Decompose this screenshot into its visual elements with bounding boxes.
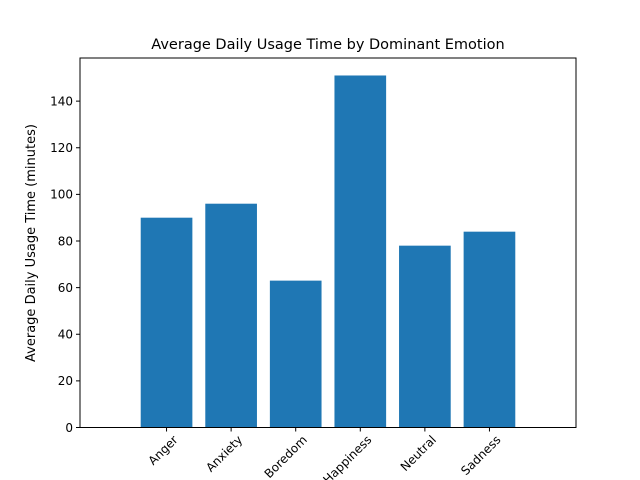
- x-tick-label-anxiety: Anxiety: [203, 433, 245, 475]
- y-tick-label-100: 100: [50, 188, 73, 202]
- bar-sadness: [463, 231, 516, 428]
- x-tick-label-sadness: Sadness: [458, 433, 503, 478]
- y-tick-label-60: 60: [58, 281, 73, 295]
- x-tick-label-anger: Anger: [145, 433, 180, 468]
- bar-boredom: [269, 280, 322, 428]
- y-tick-label-120: 120: [50, 141, 73, 155]
- plot-frame: [79, 57, 577, 428]
- y-tick-label-140: 140: [50, 94, 73, 108]
- y-tick-label-40: 40: [58, 328, 73, 342]
- y-tick-label-20: 20: [58, 374, 73, 388]
- y-axis-label: Average Daily Usage Time (minutes): [24, 124, 39, 362]
- y-tick-label-80: 80: [58, 234, 73, 248]
- y-tick-label-0: 0: [65, 421, 73, 435]
- bars-layer: [140, 75, 516, 428]
- x-tick-label-boredom: Boredom: [262, 433, 310, 480]
- bar-neutral: [399, 245, 451, 428]
- chart-title: Average Daily Usage Time by Dominant Emo…: [151, 37, 504, 53]
- y-axis-ticks: 0 20 40 60 80 100 120 140: [50, 94, 80, 435]
- bar-anger: [140, 217, 193, 428]
- x-tick-label-neutral: Neutral: [398, 433, 439, 474]
- x-tick-label-happiness: Happiness: [320, 433, 374, 480]
- bar-anxiety: [205, 203, 257, 428]
- bar-happiness: [334, 75, 387, 428]
- x-axis-ticks: Anger Anxiety Boredom Happiness Neutral Sadne…: [145, 427, 504, 480]
